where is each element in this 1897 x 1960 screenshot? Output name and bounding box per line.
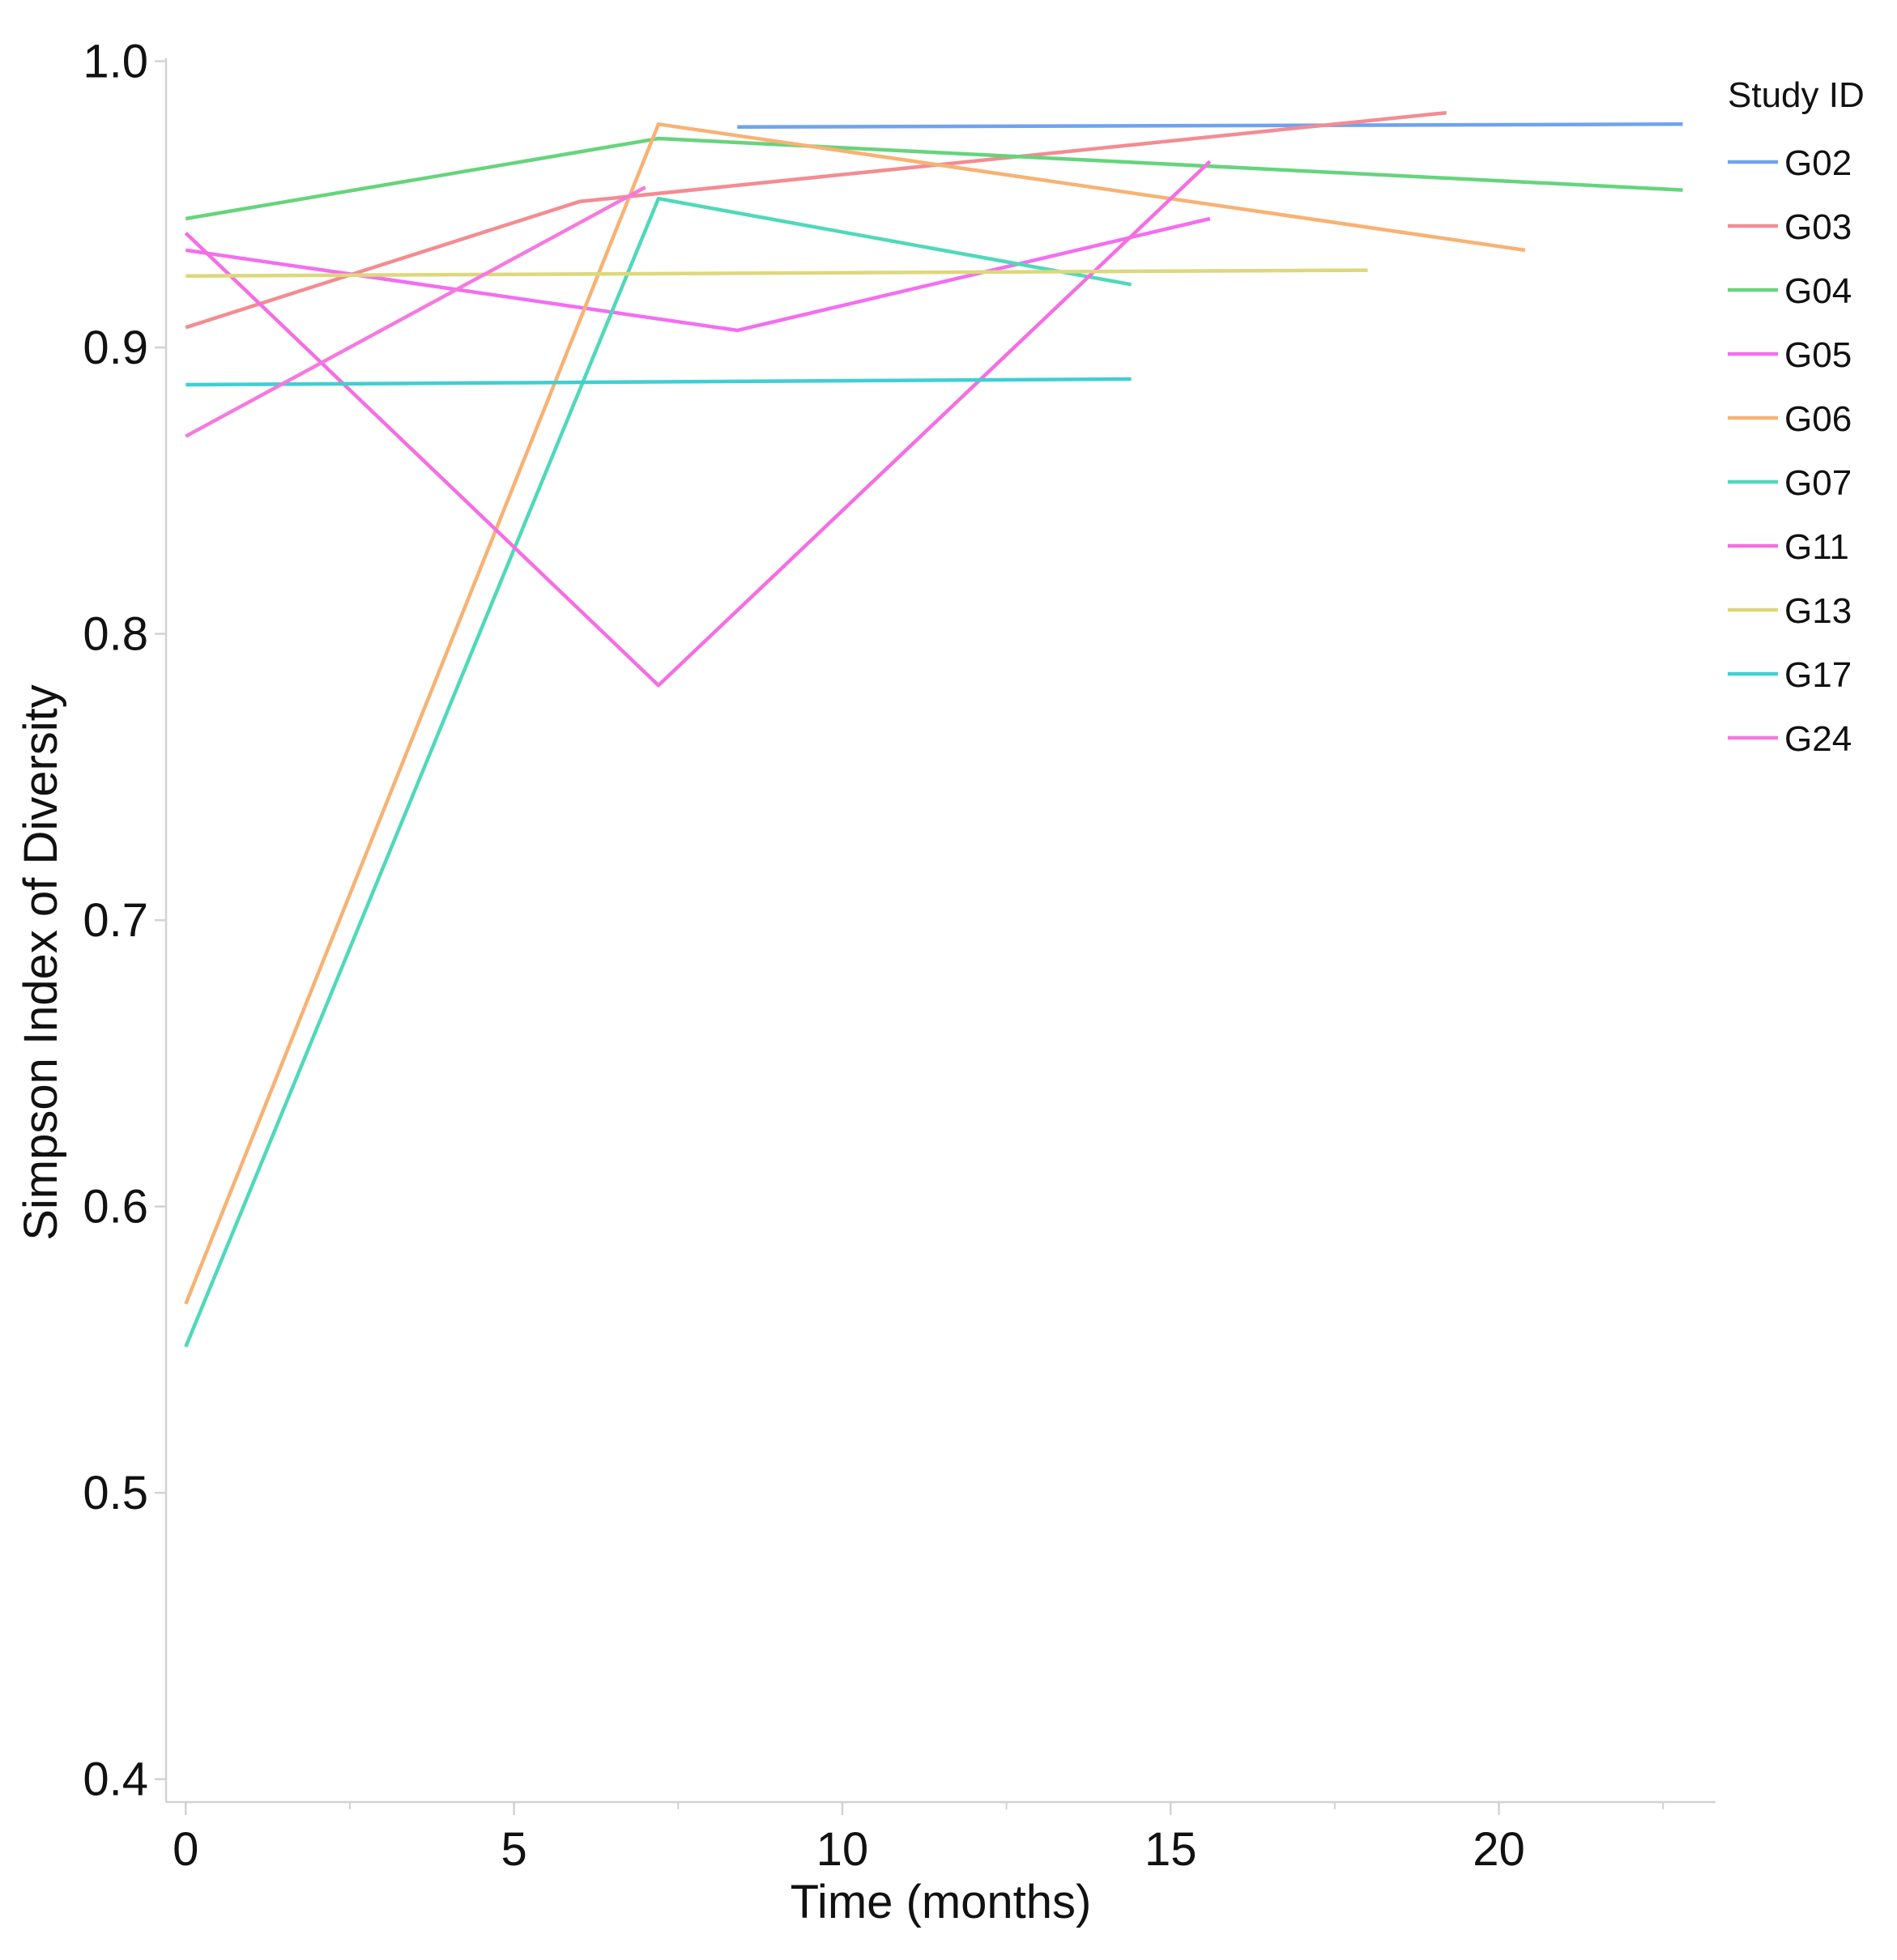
x-axis-title: Time (months) [791,1876,1092,1928]
series-line-g05 [185,216,1211,333]
legend-title: Study ID [1728,75,1865,115]
series-lines [184,110,1683,1348]
x-tick-label: 10 [816,1823,869,1876]
x-tick-label: 15 [1145,1823,1197,1876]
series-line-g03 [185,110,1447,330]
legend-label-g04: G04 [1784,271,1852,311]
y-tick-label: 0.8 [83,608,148,661]
y-tick-label: 0.7 [83,894,148,947]
series-line-g04 [185,136,1683,221]
legend-label-g02: G02 [1784,143,1852,183]
x-tick-label: 0 [173,1823,198,1876]
series-line-g06 [184,122,1526,1305]
y-tick-label: 1.0 [83,36,148,88]
y-tick-label: 0.9 [83,322,148,374]
y-tick-label: 0.4 [83,1753,148,1806]
y-tick-label: 0.6 [83,1181,148,1234]
series-line-g24 [185,185,646,438]
axes: 0.4 0.5 0.6 0.7 0.8 0.9 1.0 0 5 10 15 20 [83,36,1716,1876]
y-axis-title: Simpson Index of Diversity [15,684,67,1241]
series-line-g07 [184,196,1132,1348]
x-tick-label: 20 [1473,1823,1525,1876]
legend-label-g17: G17 [1784,655,1852,695]
legend-label-g06: G06 [1784,399,1852,439]
series-line-g17 [185,377,1132,387]
series-line-g11 [184,160,1212,688]
series-line-g13 [185,268,1368,278]
legend-label-g11: G11 [1784,527,1849,567]
legend-label-g07: G07 [1784,463,1852,503]
legend-label-g05: G05 [1784,335,1852,375]
legend: Study ID G02 G03 G04 G05 G06 G07 G11 G13 G17 G24 [1728,75,1865,759]
legend-label-g24: G24 [1784,719,1852,759]
series-line-g02 [737,122,1683,130]
y-tick-label: 0.5 [83,1467,148,1519]
x-tick-label: 5 [501,1823,526,1876]
legend-label-g03: G03 [1784,207,1852,247]
legend-label-g13: G13 [1784,591,1852,631]
